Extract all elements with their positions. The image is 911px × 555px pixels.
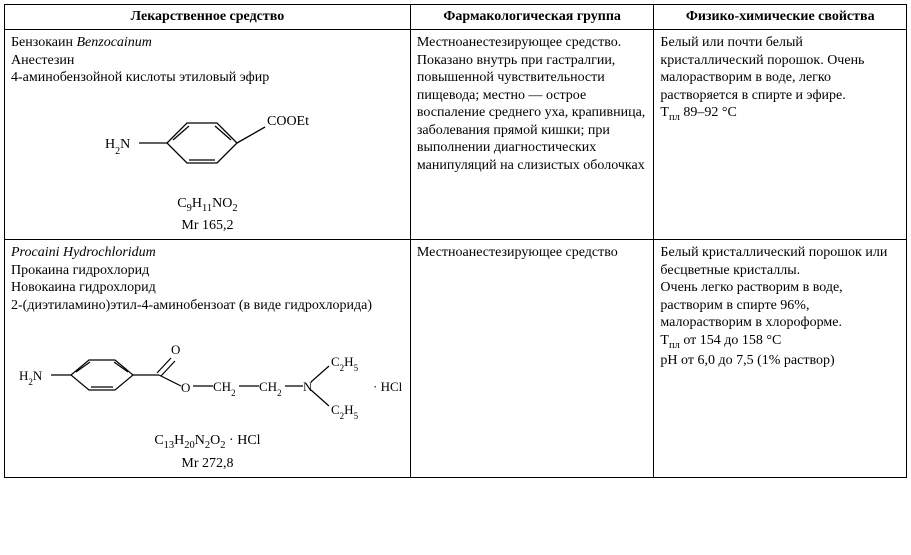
cell-phys: Белый кристаллический порошок или бесцве… [654,240,907,478]
svg-text:CH2: CH2 [213,379,236,398]
svg-text:C2H5: C2H5 [331,354,359,373]
melting-point: Тпл от 154 до 158 °C [660,333,781,348]
cell-pharm: Местноанестезирующее средство [410,240,654,478]
drug-synonym: Прокаина гидрохлорид [11,263,149,278]
pharm-text: Местноанестезирующее средство [417,245,618,260]
ph-value: pH от 6,0 до 7,5 (1% раствор) [660,353,834,368]
molar-mass: Mr 272,8 [11,455,404,473]
molar-mass: Mr 165,2 [11,217,404,235]
molecular-formula: C9H11NO2 [11,195,404,215]
cell-phys: Белый или почти белый кристаллический по… [654,30,907,240]
molecular-formula: C13H20N2O2 · HCl [11,432,404,452]
cell-drug: Бензокаин Benzocainum Анестезин 4-аминоб… [5,30,411,240]
svg-text:O: O [171,342,180,357]
pharm-text: Местноанестезирующее средство. Показано … [417,35,645,173]
cell-drug: Procaini Hydrochloridum Прокаина гидрохл… [5,240,411,478]
structure-procaine: H2N O O CH2 CH2 N C2H5 C2H5 · HCl [11,320,404,430]
drug-name-ru: Бензокаин [11,35,73,50]
drug-name-lat: Benzocainum [76,35,151,50]
structure-benzocaine: H2N COOEt [11,93,404,193]
header-pharm: Фармакологическая группа [410,5,654,30]
header-drug: Лекарственное средство [5,5,411,30]
svg-text:CH2: CH2 [259,379,282,398]
svg-text:H2N: H2N [19,368,43,387]
table-row: Procaini Hydrochloridum Прокаина гидрохл… [5,240,907,478]
drug-name-lat: Procaini Hydrochloridum [11,245,156,260]
cell-pharm: Местноанестезирующее средство. Показано … [410,30,654,240]
header-row: Лекарственное средство Фармакологическая… [5,5,907,30]
label-hcl: · HCl [373,379,403,394]
phys-text: Очень легко растворим в воде, растворим … [660,280,842,330]
drug-synonym: Новокаина гидрохлорид [11,280,156,295]
phys-text: Белый кристаллический порошок или бесцве… [660,245,887,278]
drug-table: Лекарственное средство Фармакологическая… [4,4,907,478]
svg-text:N: N [303,379,313,394]
drug-synonym: Анестезин [11,53,74,68]
svg-text:O: O [181,380,190,395]
header-phys: Физико-химические свойства [654,5,907,30]
table-row: Бензокаин Benzocainum Анестезин 4-аминоб… [5,30,907,240]
label-cooet: COOEt [267,114,309,129]
svg-text:H2N: H2N [105,137,130,157]
melting-point: Тпл 89–92 °C [660,105,736,120]
drug-synonym: 4-аминобензойной кислоты этиловый эфир [11,70,269,85]
phys-text: Белый или почти белый кристаллический по… [660,35,864,103]
svg-text:C2H5: C2H5 [331,402,359,421]
drug-synonym: 2-(диэтиламино)этил-4-аминобензоат (в ви… [11,298,372,313]
